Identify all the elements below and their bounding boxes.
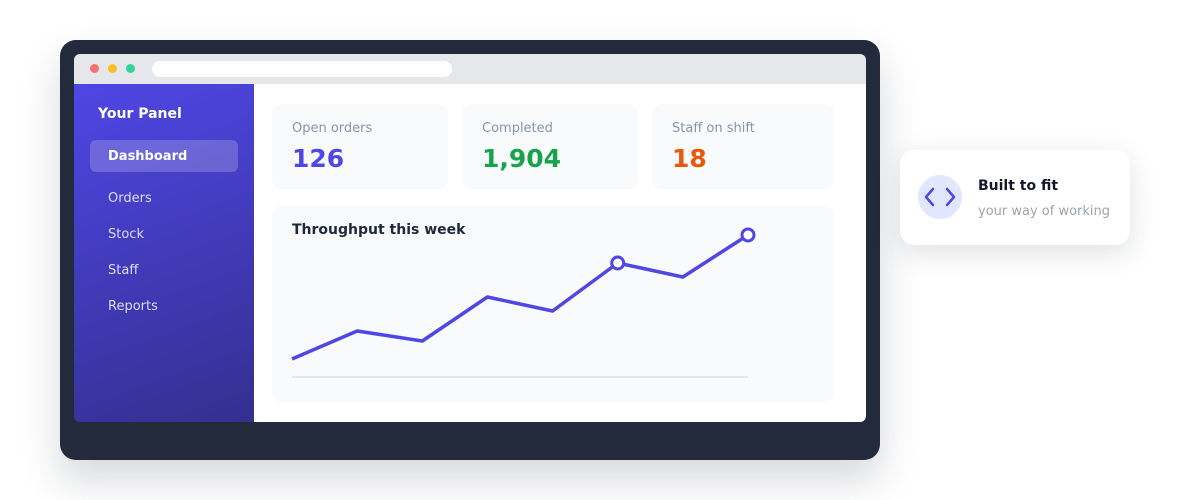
marker — [610, 255, 626, 271]
nav-item[interactable]: Staff — [108, 263, 139, 278]
nav-item[interactable]: Dashboard — [108, 149, 188, 164]
window-dot — [126, 64, 135, 73]
nav-item[interactable]: Orders — [108, 191, 152, 206]
stat-label: Completed — [482, 121, 553, 136]
url-bar — [152, 61, 452, 77]
sidebar — [74, 84, 254, 422]
callout-card: Built to fit your way of working — [900, 150, 1130, 245]
icon — [918, 175, 962, 219]
stat-value: 18 — [672, 144, 707, 173]
stat-card: Completed 1,904 — [462, 104, 638, 189]
stat-card: Open orders 126 — [272, 104, 448, 189]
line — [291, 233, 749, 361]
window-dot — [108, 64, 117, 73]
stat-label: Open orders — [292, 121, 373, 136]
chart-title: Throughput this week — [292, 222, 466, 238]
chart-card: Throughput this week — [272, 206, 834, 402]
callout-title: Built to fit — [978, 178, 1059, 194]
stat-card: Staff on shift 18 — [652, 104, 834, 189]
stat-value: 126 — [292, 144, 345, 173]
chart — [291, 227, 756, 378]
callout-subtitle: your way of working — [978, 204, 1111, 219]
active-nav-bg[interactable] — [90, 140, 238, 172]
sidebar-title: Your Panel — [98, 106, 182, 122]
nav-item[interactable]: Stock — [108, 227, 144, 242]
nav-item[interactable]: Reports — [108, 299, 158, 314]
stat-label: Staff on shift — [672, 121, 755, 136]
stat-value: 1,904 — [482, 144, 562, 173]
marker — [740, 227, 756, 243]
window-dot — [90, 64, 99, 73]
